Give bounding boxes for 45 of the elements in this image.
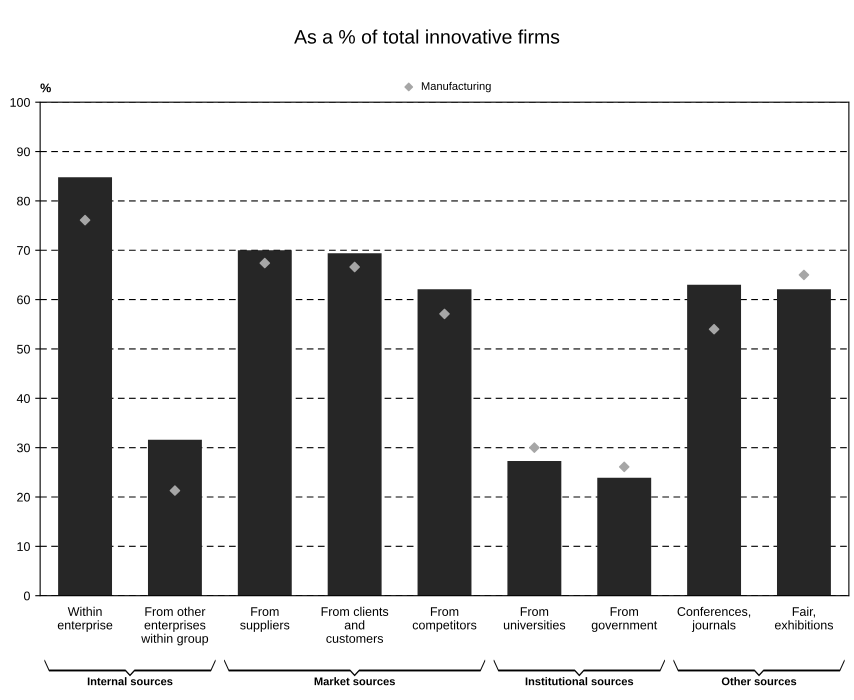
x-tick-label: From competitors — [412, 607, 476, 632]
y-tick-label: 70 — [17, 246, 30, 255]
y-tick-label: 0 — [24, 592, 30, 600]
y-tick-label: 50 — [17, 344, 30, 354]
text: Institutional sources — [526, 677, 634, 686]
y-tick-label: 80 — [17, 196, 30, 206]
x-tick-label: Within enterprise — [58, 606, 112, 632]
legend-label: Manufacturing — [422, 82, 491, 92]
text: Other sources — [722, 677, 796, 686]
chart-title: As a % of total innovative firms — [294, 29, 560, 44]
point — [259, 258, 270, 268]
y-tick-label: 100 — [10, 98, 30, 107]
x-tick-label: Fair, exhibitions — [774, 606, 834, 630]
y-axis-title: % — [40, 84, 51, 92]
bar — [507, 460, 562, 596]
y-tick-label: 90 — [17, 147, 30, 156]
bar — [687, 284, 742, 596]
y-tick-label: 40 — [16, 394, 30, 403]
bar — [58, 177, 112, 596]
point — [80, 214, 90, 226]
point — [708, 324, 720, 335]
y-tick-label: 20 — [17, 492, 30, 502]
x-tick-label: From government — [592, 607, 658, 632]
bar — [418, 289, 472, 596]
text: Market sources — [314, 677, 395, 686]
text: Internal sources — [88, 677, 172, 686]
bar — [597, 478, 652, 596]
point — [349, 262, 360, 272]
point — [618, 462, 630, 472]
point — [798, 270, 810, 280]
x-tick-label: From other enterprises within group — [141, 606, 208, 646]
x-tick-label: From universities — [504, 607, 566, 630]
y-tick-label: 30 — [16, 443, 30, 452]
y-tick-label: 10 — [17, 542, 30, 551]
point — [170, 485, 180, 496]
bar — [328, 253, 382, 596]
y-tick-label: 60 — [17, 295, 30, 304]
x-tick-label: From clients and customers — [322, 606, 388, 643]
x-tick-label: Conferences, journals — [678, 606, 750, 632]
point — [439, 308, 450, 320]
x-tick-label: From suppliers — [240, 607, 290, 632]
bar — [776, 289, 831, 596]
point — [529, 442, 540, 453]
bar — [148, 440, 202, 596]
bar — [238, 250, 292, 596]
